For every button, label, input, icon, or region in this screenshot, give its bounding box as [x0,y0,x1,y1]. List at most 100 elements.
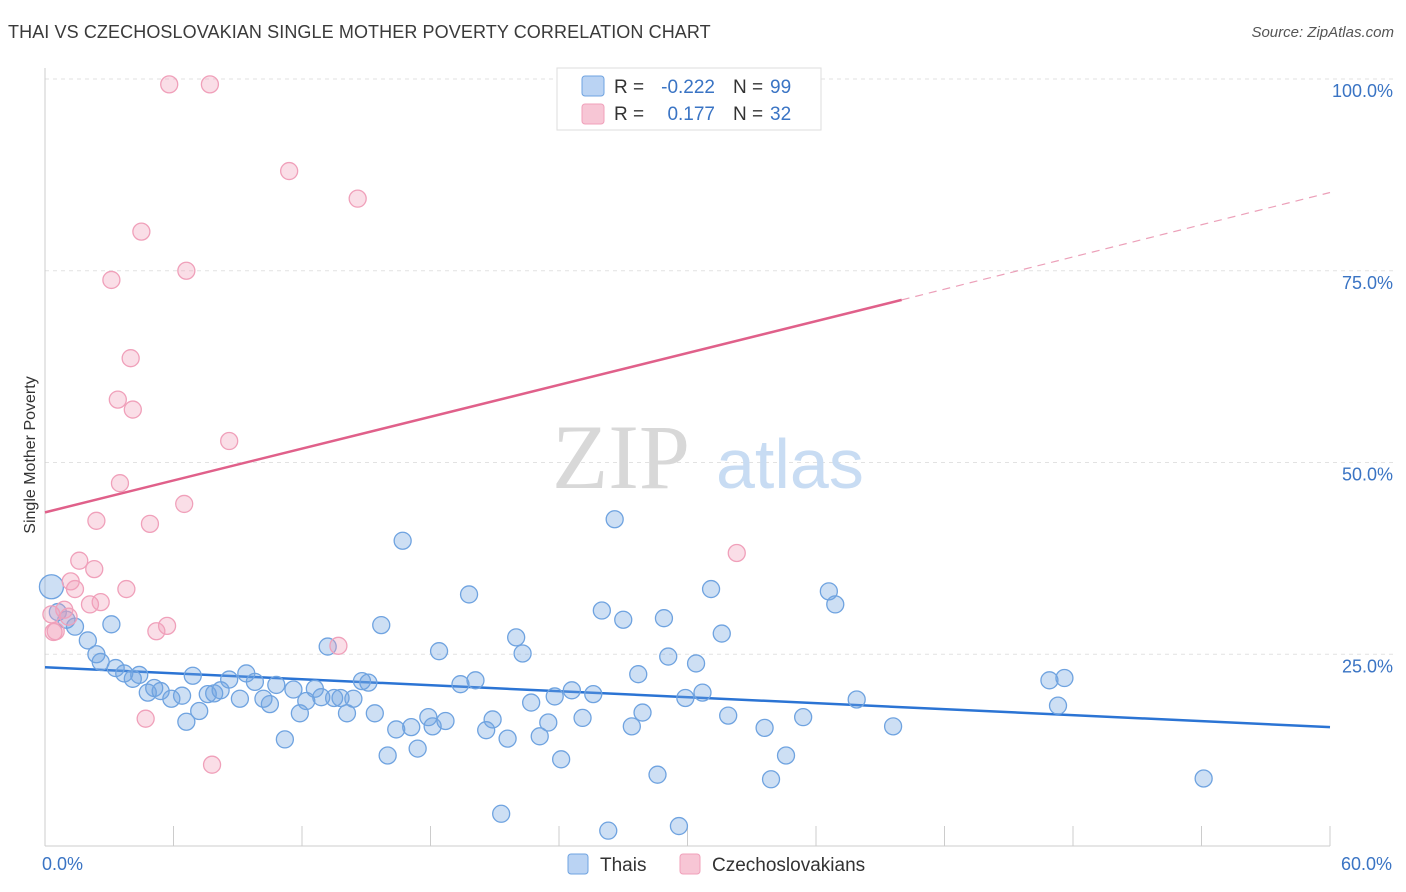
data-point [719,706,738,725]
y-tick-label: 25.0% [1342,656,1393,676]
data-point [130,665,149,685]
data-point [80,595,100,614]
data-point [883,717,903,736]
data-point [65,579,85,599]
data-point [365,704,384,723]
grid-lines [45,78,1395,655]
legend-n-value: 99 [770,77,791,98]
data-point [592,601,611,620]
data-point [1055,668,1074,688]
legend-swatch-thais [581,75,605,97]
data-point [160,75,179,94]
legend-bottom-czech: Czechoslovakians [712,855,865,876]
legend-swatch-czech [581,103,605,125]
data-point [230,689,250,708]
data-point [279,161,299,181]
data-point [622,717,641,736]
data-point [393,531,412,550]
data-point [633,703,652,722]
data-point [147,622,166,641]
data-point [284,680,303,699]
data-point [669,816,689,836]
legend-n-label: N = [733,104,763,125]
data-point [712,624,731,643]
axes [44,68,1331,847]
data-point [329,636,348,655]
data-point [275,730,295,749]
data-point [202,755,222,774]
data-point [701,579,721,599]
data-point [110,474,130,493]
data-point [46,622,65,641]
data-point [70,551,89,570]
data-point [573,708,592,728]
legend-bottom-swatch-czech [679,853,701,875]
data-point [761,770,781,789]
data-point [794,707,813,727]
data-point [102,270,121,290]
data-point [676,688,695,708]
data-point [436,711,455,731]
data-point [59,607,78,626]
data-point [175,494,194,514]
legend-n-label: N = [733,77,763,98]
data-point [162,689,181,708]
watermark-zip: ZIP [552,406,690,508]
data-point [157,616,177,636]
legend-r-label: R = [614,104,644,125]
data-point [776,746,796,765]
data-point [847,690,866,709]
data-point [117,579,136,599]
data-point [539,713,558,732]
data-point [172,686,192,705]
data-point [200,75,220,94]
data-point [507,628,526,647]
data-point [348,189,367,208]
data-point [629,665,648,684]
data-point [659,647,678,666]
data-point [245,672,265,692]
data-point [614,610,633,629]
data-point [466,671,485,690]
data-point [108,390,127,409]
data-point [584,684,603,704]
data-point [183,666,202,685]
data-point [686,654,706,673]
x-tick-label-min: 0.0% [42,854,83,874]
data-point [419,707,438,727]
data-point [372,615,391,635]
data-point [498,729,517,748]
data-point [312,688,331,707]
watermark-atlas: atlas [716,425,864,503]
data-point [140,514,160,534]
data-point [545,687,564,706]
data-point [177,712,196,731]
data-point [387,720,406,739]
data-point [331,688,350,708]
data-point [755,718,774,738]
data-point [352,671,372,691]
data-point [65,617,85,636]
data-point [826,595,845,614]
legend-r-value: -0.222 [661,77,715,98]
data-point [123,400,142,419]
trend-line [44,666,1331,729]
data-point [136,709,155,728]
data-point [78,631,97,650]
data-point [402,717,421,737]
data-point [451,675,470,694]
data-point [91,592,110,612]
trend-line [44,298,902,514]
data-point [429,642,449,661]
data-point [260,694,280,714]
x-tick-label-max: 60.0% [1341,854,1392,874]
data-points [38,75,1213,840]
data-point [693,683,712,702]
data-point [459,585,479,604]
data-point [551,750,571,769]
y-tick-label: 100.0% [1332,81,1393,101]
data-point [359,673,378,692]
y-tick-labels: 25.0% 50.0% 75.0% 100.0% [1332,81,1393,676]
legend-r-value: 0.177 [667,104,715,125]
